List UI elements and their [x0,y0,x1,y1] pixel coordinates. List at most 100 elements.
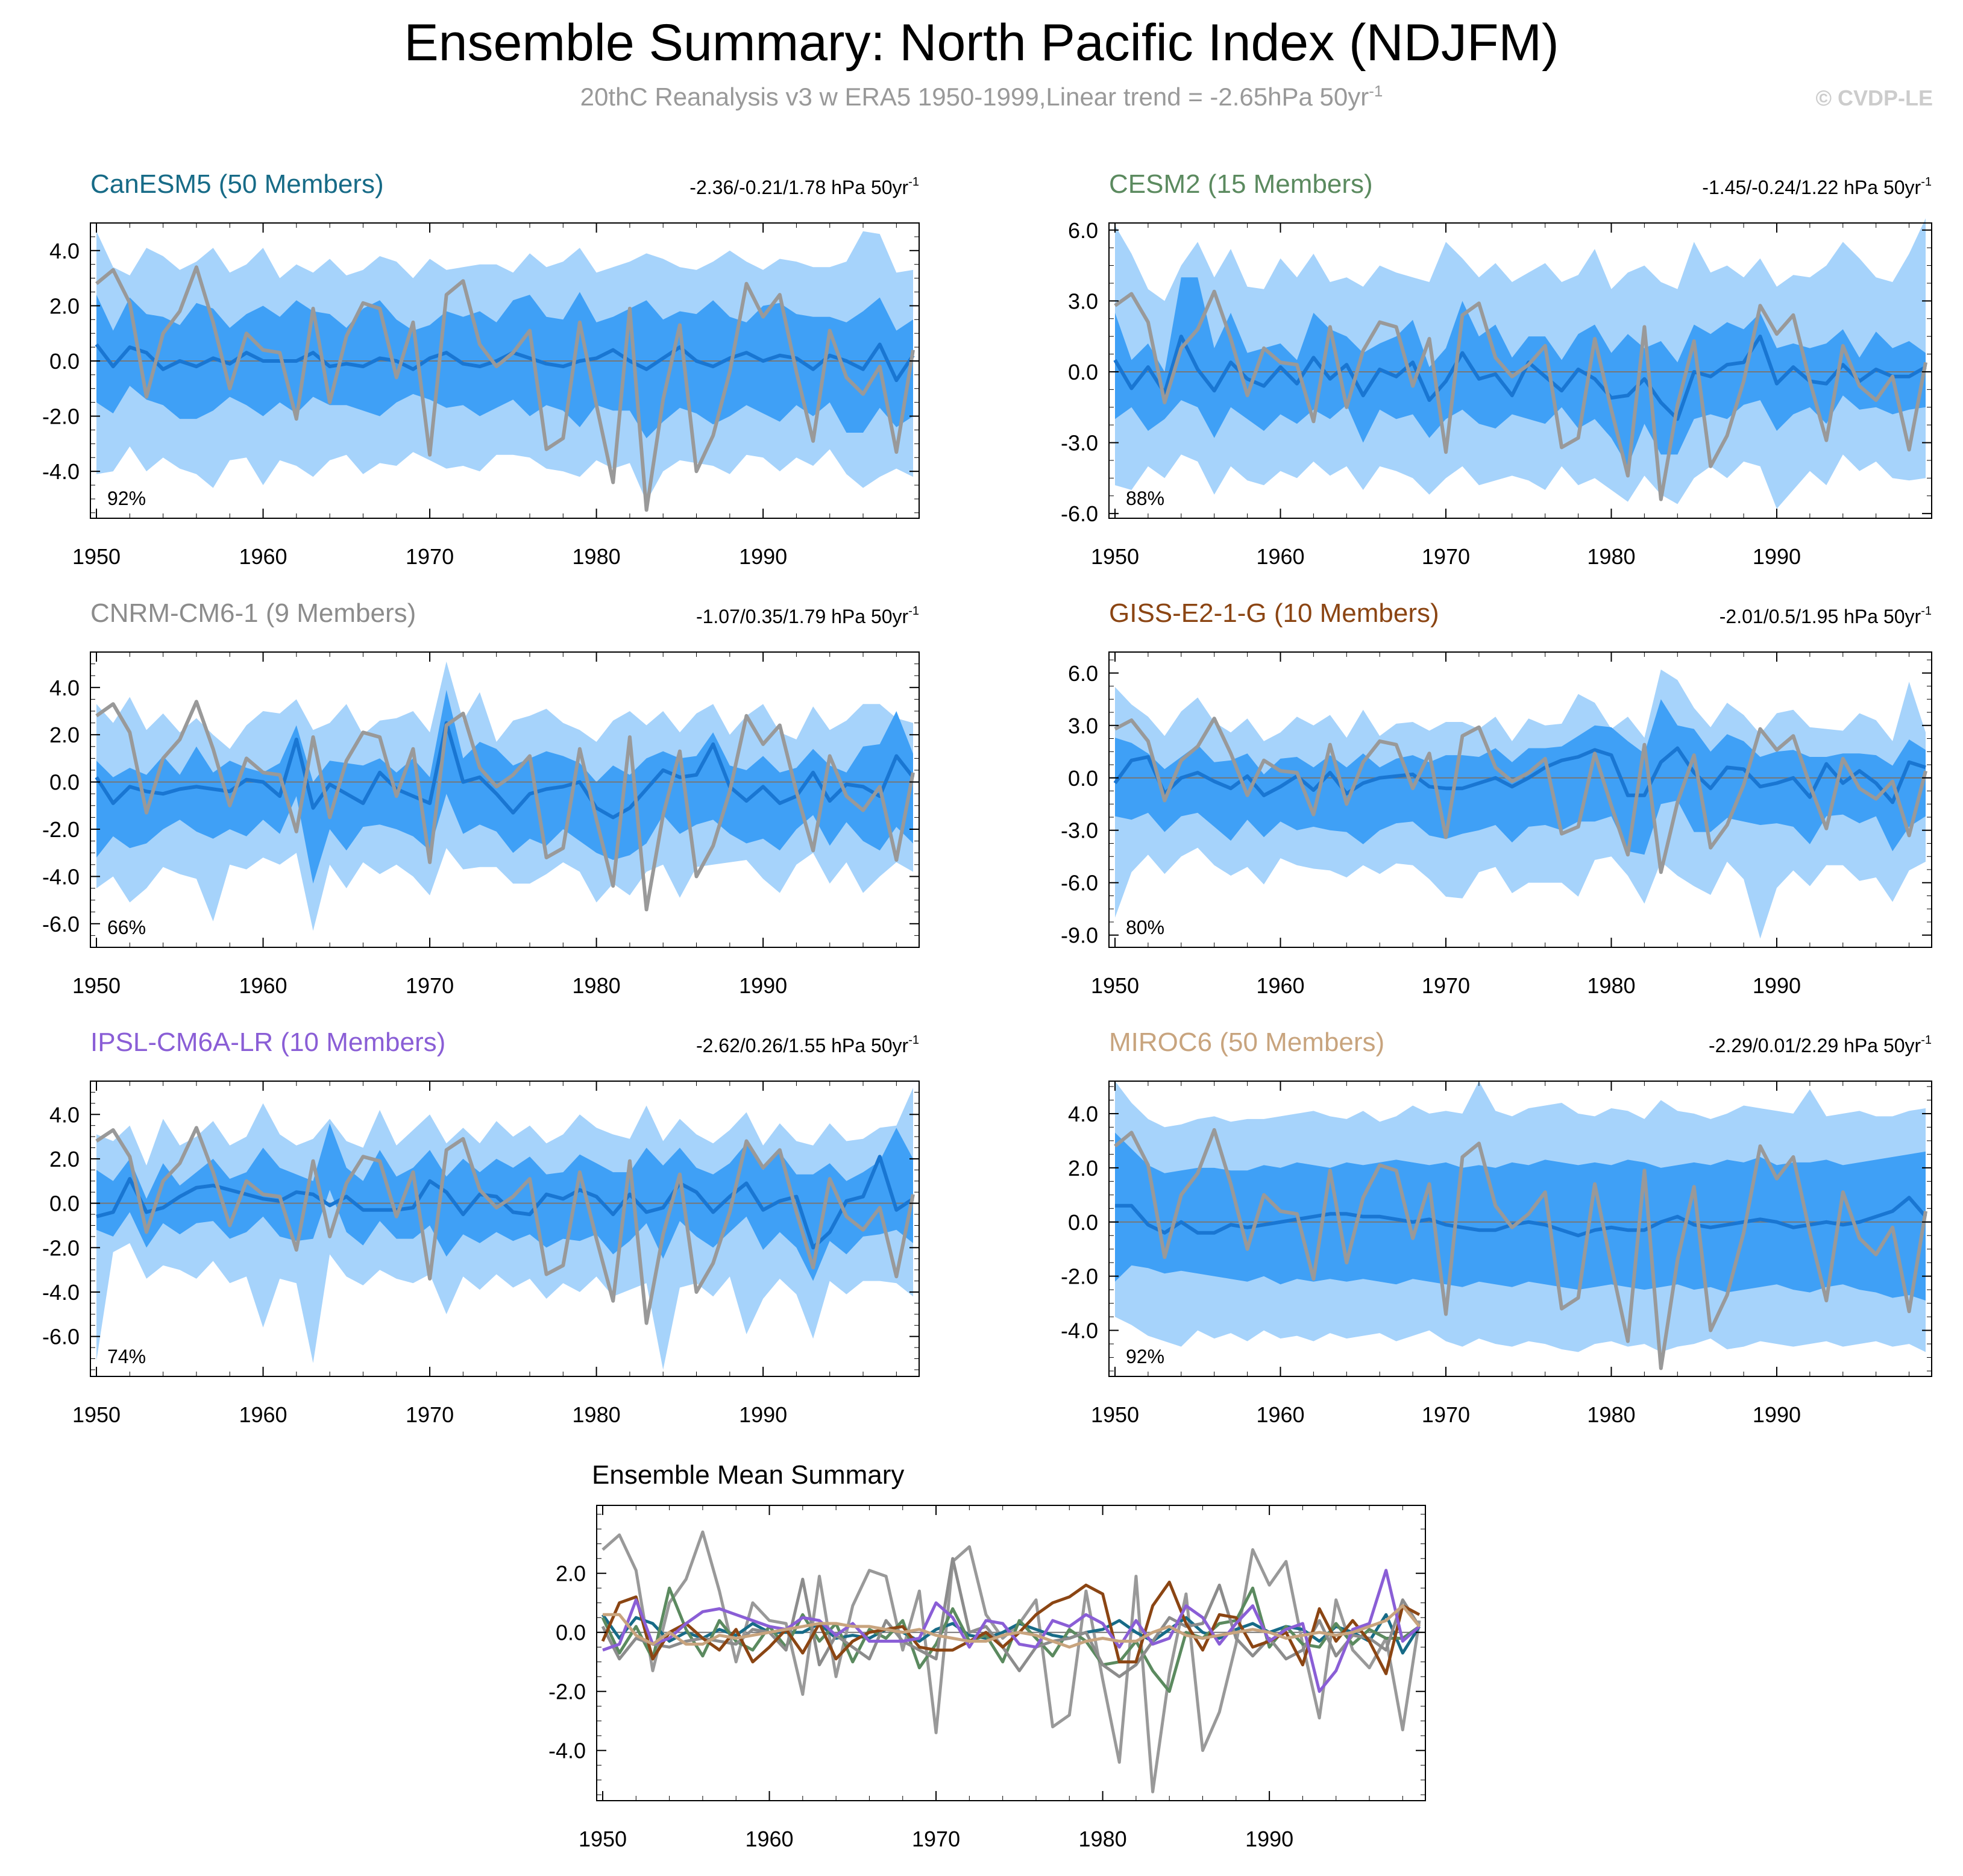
x-tick-label: 1980 [573,1402,621,1427]
y-tick-label: -6.0 [42,1325,80,1349]
panel-canesm5: 4.0 2.0 0.0 -2.0 -4.0 1950 1960 1970 1980 1990 Can… [42,169,920,569]
page-title: Ensemble Summary: North Pacific Index (N… [404,14,1559,72]
y-tick-label: 2.0 [556,1561,586,1586]
subtitle-superscript: -1 [1369,82,1383,100]
trend-label-text: -2.62/0.26/1.55 hPa 50yr [696,1035,909,1056]
y-tick-label: -6.0 [1061,501,1098,526]
y-tick-label: -2.0 [1061,1264,1098,1289]
y-tick-label: 0.0 [1068,1210,1098,1235]
page-subtitle: 20thC Reanalysis v3 w ERA5 1950-1999,Lin… [0,82,1963,111]
series-line-giss [601,1580,1421,1675]
subtitle-text: 20thC Reanalysis v3 w ERA5 1950-1999,Lin… [580,83,1369,111]
trend-label: -2.29/0.01/2.29 hPa 50yr-1 [1709,1034,1932,1056]
x-tick-label: 1960 [239,544,287,569]
panel-ipsl: 4.0 2.0 0.0 -2.0 -4.0 -6.0 1950 1960 1970 1980 199… [42,1027,920,1427]
ensemble-mean-line [1115,1196,1927,1238]
y-tick-label: 2.0 [1068,1156,1098,1181]
y-tick-label: 4.0 [1068,1102,1098,1126]
y-tick-label: -6.0 [42,912,80,936]
panel-title: MIROC6 (50 Members) [1109,1027,1384,1057]
x-tick-label: 1960 [1256,544,1304,569]
y-tick-label: 2.0 [49,1147,80,1172]
series-line-miroc6 [603,1604,1421,1649]
panel-title: GISS-E2-1-G (10 Members) [1109,598,1439,628]
percent-label: 92% [107,488,146,509]
trend-label-superscript: -1 [908,175,919,189]
y-tick-label: 4.0 [49,676,80,700]
y-tick-label: -2.0 [42,1235,80,1260]
trend-label-superscript: -1 [908,604,919,618]
x-tick-label: 1950 [1091,544,1139,569]
y-tick-label: 0.0 [1068,360,1098,384]
trend-label-text: -1.45/-0.24/1.22 hPa 50yr [1702,177,1921,198]
trend-label: -2.36/-0.21/1.78 hPa 50yr-1 [689,175,919,198]
trend-label: -1.45/-0.24/1.22 hPa 50yr-1 [1702,175,1932,198]
ensemble-mean-line [95,342,915,382]
y-tick-label: 0.0 [49,1191,80,1216]
panel-title: CNRM-CM6-1 (9 Members) [90,598,416,628]
trend-label-text: -2.29/0.01/2.29 hPa 50yr [1709,1035,1921,1056]
y-tick-label: 0.0 [1068,766,1098,791]
y-tick-label: -2.0 [548,1680,586,1704]
x-tick-label: 1970 [406,544,454,569]
x-tick-label: 1980 [1587,1402,1635,1427]
y-tick-label: 3.0 [1068,714,1098,738]
x-tick-label: 1970 [406,1402,454,1427]
y-tick-label: 3.0 [1068,289,1098,313]
percent-label: 74% [107,1346,146,1367]
ensemble-mean-line [95,721,915,820]
observed-line [1114,1128,1927,1370]
observed-line [95,1126,915,1325]
x-tick-label: 1950 [1091,1402,1139,1427]
plot-frame [90,651,920,948]
panel-title: CanESM5 (50 Members) [90,169,384,199]
x-tick-label: 1950 [72,1402,121,1427]
panel-title: CESM2 (15 Members) [1109,169,1373,199]
x-tick-label: 1950 [579,1827,627,1851]
x-tick-label: 1960 [1256,973,1304,998]
x-tick-label: 1950 [1091,973,1139,998]
trend-label-superscript: -1 [1921,175,1932,189]
y-tick-label: 2.0 [49,723,80,747]
y-tick-label: 2.0 [49,293,80,318]
plot-frame [1108,1081,1932,1377]
panel-giss: 6.0 3.0 0.0 -3.0 -6.0 -9.0 1950 1960 1970 1980 199… [1061,598,1932,998]
y-tick-label: 0.0 [49,349,80,374]
panel-miroc6: 4.0 2.0 0.0 -2.0 -4.0 1950 1960 1970 1980 1990 MIR… [1061,1027,1932,1427]
panel-cesm2: 6.0 3.0 0.0 -3.0 -6.0 1950 1960 1970 1980 1990 CES… [1061,169,1932,569]
y-tick-label: -3.0 [1061,431,1098,456]
x-tick-label: 1950 [72,973,121,998]
ensemble-mean-line [1113,746,1926,805]
plot-frame [90,1081,920,1377]
trend-label-text: -2.01/0.5/1.95 hPa 50yr [1720,606,1921,627]
x-tick-label: 1970 [1422,973,1470,998]
y-tick-label: 6.0 [1068,661,1098,686]
y-tick-label: -6.0 [1061,871,1098,896]
y-tick-label: -4.0 [42,1280,80,1305]
y-tick-label: -2.0 [42,404,80,429]
x-tick-label: 1960 [1256,1402,1304,1427]
percent-label: 88% [1126,488,1164,509]
plot-frame [90,222,920,519]
x-tick-label: 1950 [72,544,121,569]
copyright-label: © CVDP-LE [1815,86,1933,110]
series-line-observed [601,1530,1421,1793]
y-tick-label: 0.0 [556,1620,586,1645]
x-tick-label: 1980 [1587,973,1635,998]
y-tick-label: 6.0 [1068,218,1098,243]
x-tick-label: 1990 [1753,973,1801,998]
ensemble-mean-line [1113,334,1927,421]
y-tick-label: -3.0 [1061,818,1098,843]
series-line-cnrm [601,1557,1421,1678]
trend-label-superscript: -1 [1921,1034,1932,1047]
y-tick-label: -4.0 [42,459,80,484]
x-tick-label: 1990 [1245,1827,1293,1851]
x-tick-label: 1970 [912,1827,960,1851]
trend-label-superscript: -1 [1921,604,1932,618]
x-tick-label: 1980 [573,544,621,569]
percent-label: 80% [1126,917,1164,938]
x-tick-label: 1990 [739,1402,787,1427]
x-tick-label: 1970 [1422,544,1470,569]
percent-label: 92% [1126,1346,1164,1367]
